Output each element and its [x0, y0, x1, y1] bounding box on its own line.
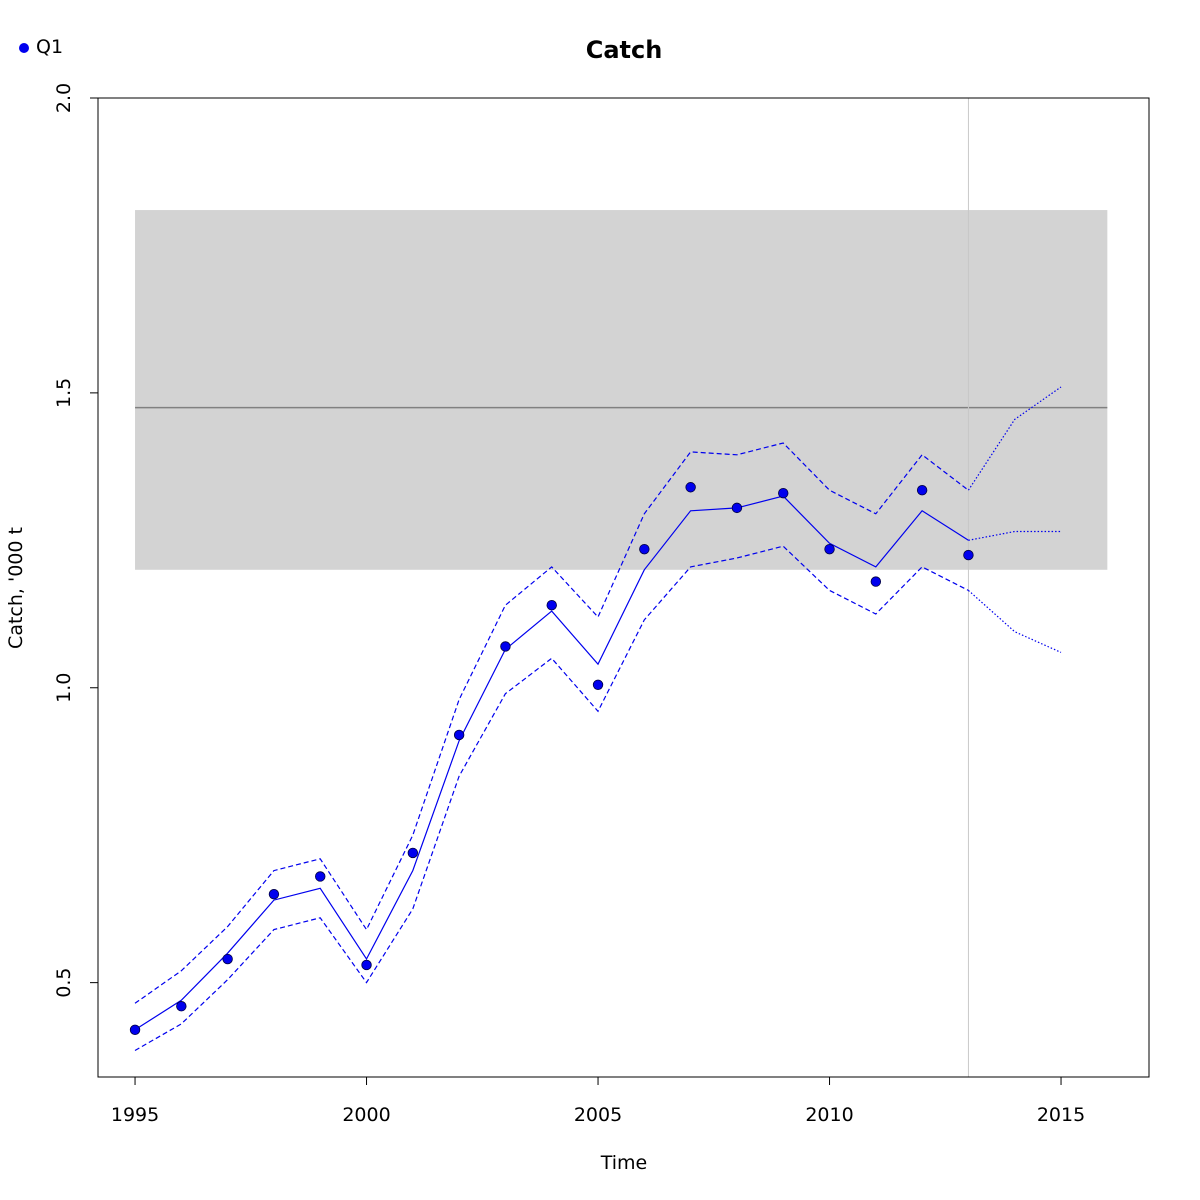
x-axis: 1995 2000 2005 2010 2015: [111, 1076, 1085, 1126]
data-point: [407, 847, 419, 859]
confidence-line: [134, 442, 969, 1004]
confidence-line: [134, 545, 969, 1052]
legend: Q1: [19, 36, 63, 58]
y-axis-label: Catch, '000 t: [5, 527, 27, 649]
fitted-line: [134, 495, 969, 1031]
data-point: [500, 641, 511, 652]
x-tick-label: 2015: [1037, 1104, 1085, 1126]
y-tick-label: 1.0: [53, 673, 75, 703]
data-point: [453, 729, 465, 741]
data-point: [222, 953, 233, 965]
x-tick-label: 1995: [111, 1104, 159, 1126]
data-point: [361, 959, 372, 971]
x-tick-label: 2010: [805, 1104, 853, 1126]
data-point: [268, 888, 280, 900]
chart-title: Catch: [586, 36, 663, 64]
x-axis-label: Time: [600, 1152, 648, 1174]
y-tick-label: 1.5: [53, 378, 75, 408]
data-point: [685, 482, 696, 493]
data-point: [315, 871, 326, 882]
data-point: [546, 599, 557, 611]
data-point: [731, 502, 743, 514]
y-tick-label: 0.5: [53, 968, 75, 998]
projection-line: [968, 589, 1062, 653]
data-point: [778, 487, 789, 499]
data-point: [639, 543, 650, 555]
legend-marker: [19, 43, 29, 53]
projection-line: [967, 386, 1062, 491]
y-tick-label: 2.0: [53, 83, 75, 113]
data-point: [824, 543, 835, 555]
data-point: [916, 484, 928, 496]
reference-band-layer: [135, 210, 1108, 570]
data-point: [129, 1024, 141, 1036]
points-layer: [129, 482, 974, 1036]
projection-line: [968, 530, 1061, 541]
x-tick-label: 2005: [574, 1104, 622, 1126]
y-axis: 0.5 1.0 1.5 2.0: [53, 83, 99, 998]
reference-band: [135, 210, 1108, 570]
x-tick-label: 2000: [342, 1104, 390, 1126]
legend-label: Q1: [36, 36, 63, 58]
data-point: [592, 679, 604, 691]
series-layer: [134, 386, 1062, 1052]
data-point: [176, 1001, 187, 1012]
data-point: [963, 549, 974, 561]
data-point: [870, 576, 882, 587]
